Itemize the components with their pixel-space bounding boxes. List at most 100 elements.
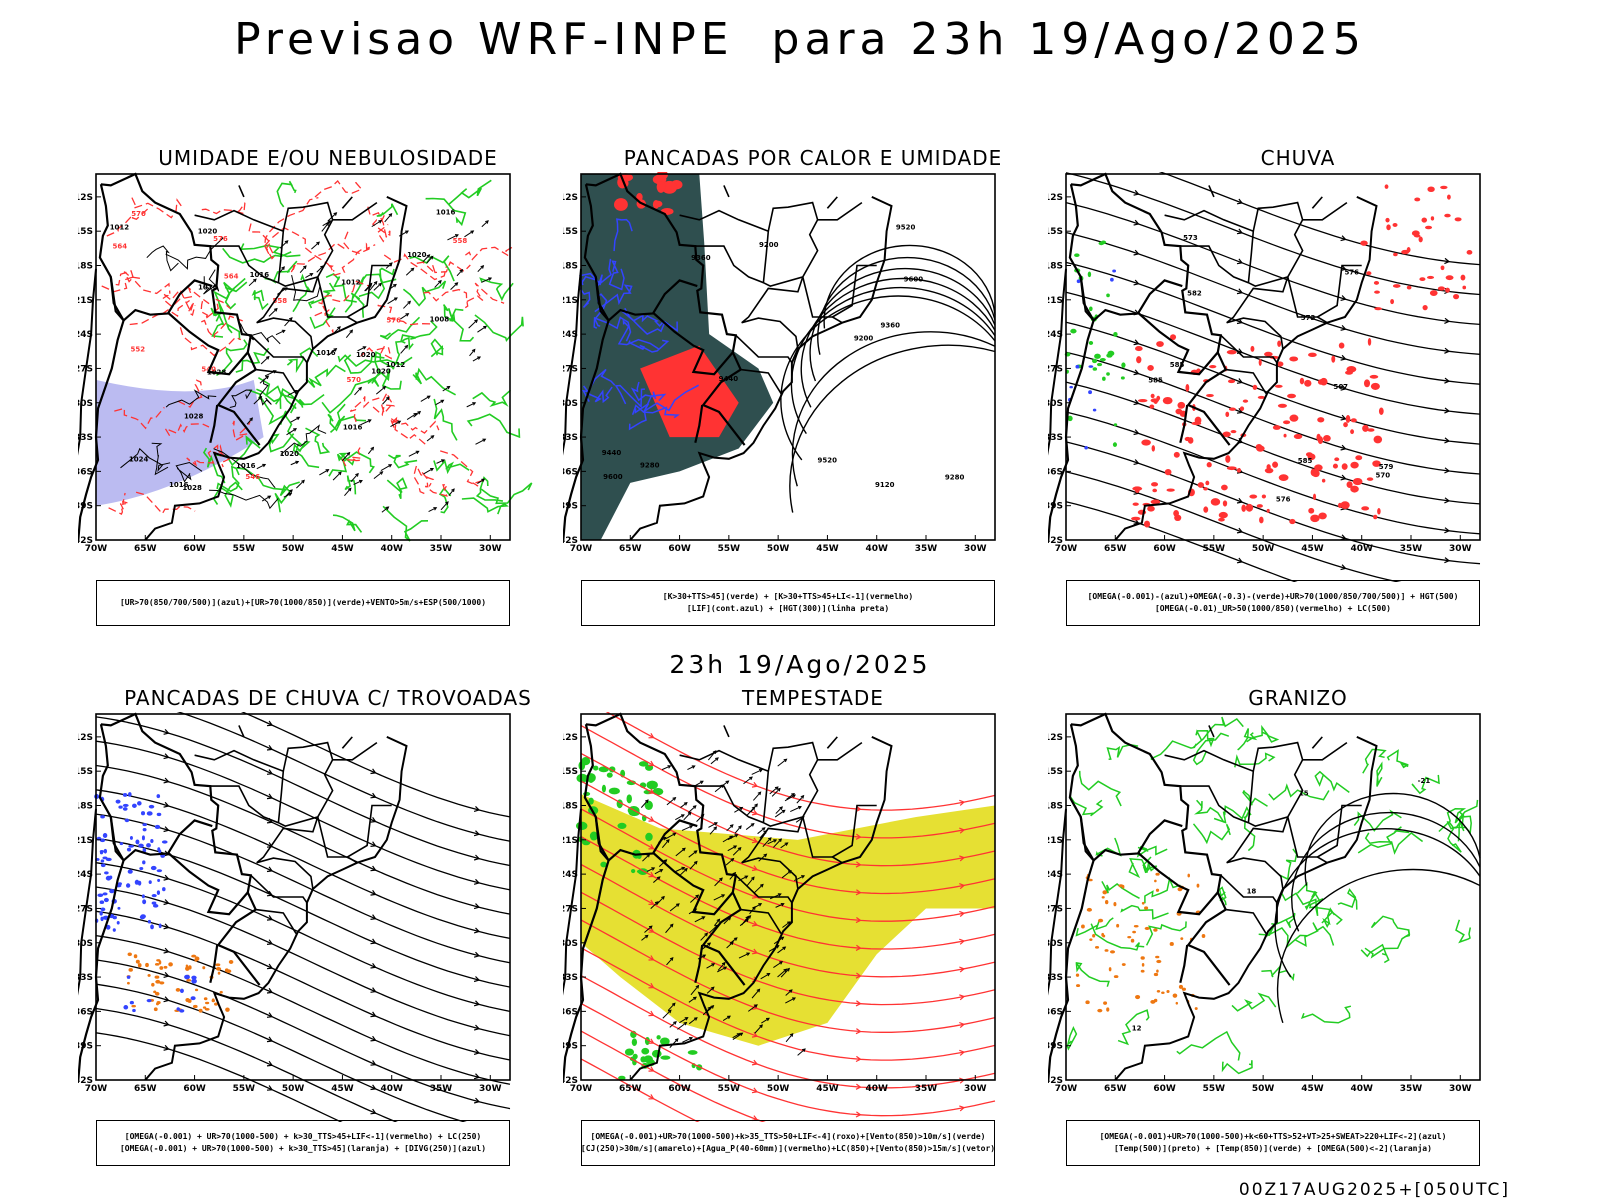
heavy-rain-area: [1106, 293, 1110, 298]
omega-area: [1153, 928, 1158, 932]
border-line: [345, 264, 392, 324]
panel-title: UMIDADE E/OU NEBULOSIDADE: [158, 146, 498, 170]
y-tick-label: 30S: [563, 399, 578, 409]
divergence-area: [179, 1009, 185, 1013]
rain-area: [1445, 275, 1454, 281]
x-tick-label: 70W: [570, 544, 593, 554]
streamline-arrow: [266, 1036, 274, 1043]
rain-area: [1424, 225, 1433, 230]
wind-vector: [468, 319, 478, 329]
thickness-contour: [423, 288, 469, 309]
vector-head: [792, 794, 796, 798]
wind-vector: [714, 877, 723, 887]
x-tick-label: 50W: [1252, 1084, 1275, 1094]
vector-head: [281, 329, 286, 334]
wind-vector: [725, 858, 734, 866]
wind-vector: [422, 254, 430, 262]
y-tick-label: 33S: [1048, 973, 1063, 983]
heavy-rain-area: [1096, 362, 1103, 367]
wind-850-area: [581, 756, 591, 766]
thickness-contour: [201, 315, 243, 340]
streamline-arrow: [473, 830, 481, 837]
streamline: [1065, 321, 1481, 445]
temp850-contour: [1411, 774, 1440, 795]
wind-vector: [661, 839, 670, 849]
y-tick-label: 21S: [78, 296, 93, 306]
humidity-contour: [343, 354, 385, 374]
vector-head: [265, 355, 270, 360]
humidity-contour: [442, 304, 464, 322]
thickness-contour: [163, 423, 210, 437]
wind-vector: [256, 464, 266, 470]
thunderstorm-area: [192, 1004, 198, 1009]
streamline-arrow: [163, 971, 170, 978]
thickness-contour: [314, 305, 334, 333]
rain-area: [1323, 435, 1331, 442]
humidity-contour: [321, 377, 380, 414]
rain-area: [1277, 340, 1282, 347]
wind-vector: [674, 867, 685, 873]
legend-box: [OMEGA(-0.001)+UR>70(1000-500)+k<60+TTS>…: [1066, 1120, 1480, 1166]
wind-vector: [694, 916, 705, 923]
coastline: [1048, 735, 1378, 1081]
border-line: [830, 804, 877, 864]
y-tick-label: 39S: [563, 1042, 578, 1052]
border-line: [723, 725, 730, 738]
temp850-contour: [1296, 881, 1324, 911]
vector-head: [702, 954, 707, 958]
rain-area: [1362, 424, 1369, 432]
vector-head: [693, 860, 698, 865]
y-tick-label: 12S: [1048, 193, 1063, 203]
contour-label: 558: [273, 297, 288, 305]
streamline-arrow: [648, 982, 655, 989]
border-line: [762, 231, 770, 283]
vector-head: [754, 1004, 758, 1008]
omega-area: [1076, 279, 1081, 284]
rain-area: [1352, 477, 1363, 486]
vector-head: [737, 846, 742, 851]
vector-head: [651, 867, 656, 871]
rain-area: [1197, 482, 1204, 488]
rain-area: [1150, 499, 1161, 505]
streamline-arrow: [266, 720, 274, 727]
rain-area: [1401, 249, 1410, 255]
heavy-rain-area: [1098, 241, 1105, 246]
wind-vector: [481, 277, 492, 283]
wind-850-area: [600, 861, 607, 868]
vector-head: [759, 1024, 763, 1029]
humidity-contour: [305, 427, 331, 455]
contour-label: 585: [1148, 376, 1163, 384]
contour-label: 12: [1132, 1025, 1142, 1033]
divergence-area: [99, 838, 106, 843]
x-tick-label: 60W: [1153, 1084, 1176, 1094]
rain-area: [1266, 508, 1270, 513]
border-line: [563, 276, 610, 541]
rain-area: [1278, 474, 1289, 482]
streamline-arrow: [370, 792, 377, 799]
streamline-arrow: [370, 865, 377, 872]
divergence-area: [191, 978, 197, 984]
legend-line: [K>30+TTS>45](verde) + [K>30+TTS>45+LI<-…: [662, 592, 914, 601]
streamline: [1065, 381, 1481, 505]
vector-head: [782, 946, 787, 951]
wind-vector: [669, 1038, 679, 1048]
contour-label: 1008: [430, 316, 450, 324]
vector-head: [672, 832, 677, 837]
rain-area: [1206, 393, 1214, 398]
wind-vector: [775, 903, 784, 908]
rain-area: [1261, 494, 1267, 499]
vector-head: [672, 796, 677, 801]
wind-vector: [275, 330, 286, 336]
divergence-area: [138, 843, 144, 848]
divergence-area: [150, 924, 154, 930]
rain-area: [1266, 464, 1271, 470]
rain-area: [1421, 217, 1428, 223]
lifted-index-contour: [614, 384, 645, 409]
x-tick-label: 40W: [380, 544, 403, 554]
vector-head: [429, 255, 434, 260]
border-line: [741, 816, 804, 890]
thunderstorm-area: [145, 962, 149, 968]
hgt300-contour: [780, 295, 996, 461]
heavy-rain-area: [1102, 376, 1106, 381]
streamline-arrow: [751, 1087, 759, 1094]
